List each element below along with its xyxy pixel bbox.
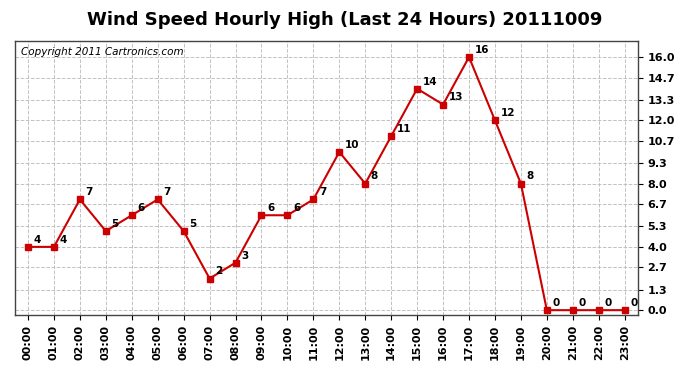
Text: 12: 12 [500, 108, 515, 118]
Text: 6: 6 [137, 203, 144, 213]
Text: 6: 6 [293, 203, 300, 213]
Text: Wind Speed Hourly High (Last 24 Hours) 20111009: Wind Speed Hourly High (Last 24 Hours) 2… [88, 11, 602, 29]
Text: 8: 8 [371, 171, 378, 182]
Text: 11: 11 [397, 124, 411, 134]
Text: 0: 0 [553, 298, 560, 308]
Text: 7: 7 [86, 187, 92, 197]
Text: 14: 14 [423, 76, 437, 87]
Text: 5: 5 [189, 219, 197, 229]
Text: 4: 4 [59, 235, 67, 245]
Text: 16: 16 [475, 45, 489, 55]
Text: 0: 0 [604, 298, 611, 308]
Text: 7: 7 [319, 187, 326, 197]
Text: 6: 6 [267, 203, 274, 213]
Text: 4: 4 [34, 235, 41, 245]
Text: 13: 13 [448, 92, 463, 102]
Text: 0: 0 [578, 298, 586, 308]
Text: 8: 8 [526, 171, 533, 182]
Text: 7: 7 [164, 187, 170, 197]
Text: Copyright 2011 Cartronics.com: Copyright 2011 Cartronics.com [21, 47, 184, 57]
Text: 10: 10 [345, 140, 359, 150]
Text: 5: 5 [111, 219, 119, 229]
Text: 3: 3 [241, 251, 248, 261]
Text: 2: 2 [215, 266, 222, 276]
Text: 0: 0 [630, 298, 638, 308]
